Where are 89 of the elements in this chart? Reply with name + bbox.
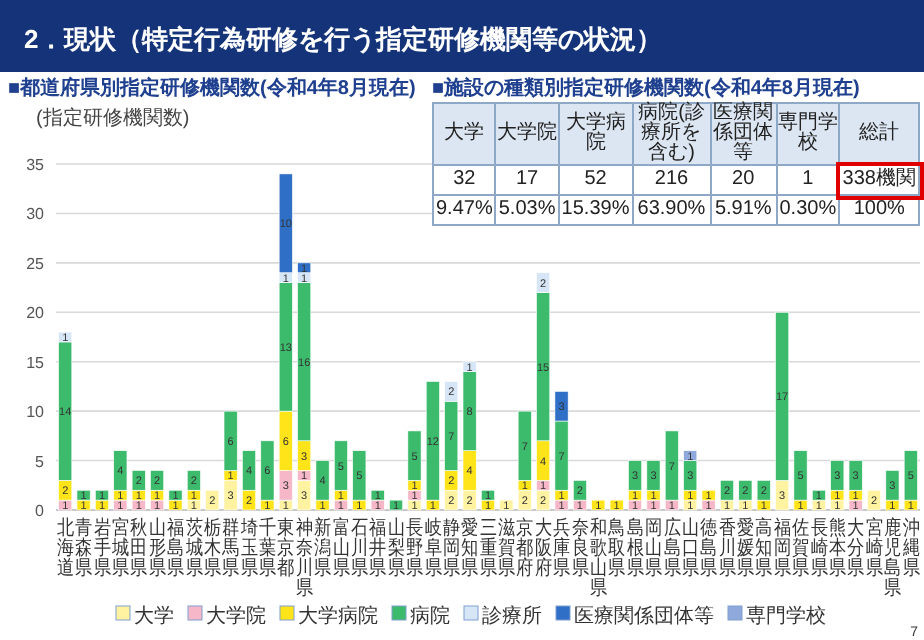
data-label: 5.91%	[710, 195, 777, 225]
x-tick-label: 福島県	[167, 516, 184, 579]
x-tick-label: 京都府	[516, 516, 534, 579]
legend-label: 大学	[134, 604, 174, 628]
text: 2．現状（特定行為研修を行う指定研修機関等の状況）	[24, 24, 663, 54]
category-label: 総計	[839, 103, 919, 165]
data-label: 1	[776, 165, 840, 195]
data-label: 9.47%	[433, 195, 496, 225]
x-tick-label: 岡山県	[645, 516, 662, 579]
category-label: 専門学校	[776, 103, 840, 165]
x-tick-label: 岩手県	[93, 516, 111, 579]
legend-label: 大学院	[206, 604, 266, 628]
x-tick-label: 大分県	[847, 516, 864, 579]
x-tick-label: 岐阜県	[424, 516, 442, 579]
y-tick-label: 15	[26, 353, 46, 372]
x-tick-label: 福岡県	[773, 516, 791, 579]
x-tick-label: 神奈川県	[295, 516, 313, 599]
data-label: 32	[433, 165, 496, 195]
data-label: 63.90%	[632, 195, 711, 225]
x-tick-label: 愛媛県	[737, 516, 754, 579]
bar	[389, 499, 403, 511]
data-label: 52	[558, 165, 633, 195]
x-tick-label: 兵庫県	[553, 516, 570, 579]
x-tick-label: 奈良県	[571, 516, 589, 579]
x-tick-label: 徳島県	[700, 516, 717, 579]
x-tick-label: 宮崎県	[865, 516, 883, 579]
x-tick-label: 青森県	[75, 516, 92, 579]
x-tick-label: 新潟県	[314, 516, 331, 579]
x-tick-label: 山口県	[681, 516, 699, 579]
category-label: 大学病院	[558, 103, 633, 165]
x-tick-label: 香川県	[718, 516, 736, 579]
x-tick-label: 宮城県	[110, 516, 129, 579]
legend-label: 医療関係団体等	[574, 604, 714, 628]
y-tick-label: 20	[26, 304, 46, 323]
data-label: 216	[632, 165, 711, 195]
category-label: 大学	[433, 103, 496, 165]
x-tick-label: 佐賀県	[792, 516, 809, 579]
x-tick-label: 北海道	[56, 516, 74, 579]
chart-title: ■都道府県別指定研修機関数(令和4年8月現在)	[8, 76, 416, 100]
legend-label: 専門学校	[746, 604, 826, 628]
x-tick-label: 鹿児島県	[884, 516, 901, 599]
y-axis-title: (指定研修機関数)	[36, 106, 190, 130]
x-tick-label: 千葉県	[259, 516, 276, 579]
legend-label: 病院	[410, 604, 450, 628]
x-tick-label: 鳥取県	[606, 516, 625, 579]
x-tick-label: 静岡県	[442, 516, 460, 579]
x-tick-label: 三重県	[479, 516, 497, 579]
category-label: 病院(診療所を含む)	[632, 102, 711, 165]
y-tick-label: 10	[26, 403, 46, 422]
x-tick-label: 茨城県	[183, 516, 203, 579]
x-tick-label: 島根県	[626, 516, 644, 579]
data-label: 15.39%	[558, 195, 633, 225]
x-tick-label: 秋田県	[130, 516, 148, 579]
x-tick-label: 埼玉県	[238, 516, 258, 579]
x-tick-label: 富山県	[332, 516, 350, 579]
y-tick-label: 0	[35, 502, 46, 520]
x-tick-label: 福井県	[369, 516, 386, 579]
x-tick-label: 滋賀県	[498, 516, 515, 579]
category-label: 医療関係団体等	[710, 102, 777, 165]
x-tick-label: 大阪府	[534, 516, 552, 579]
x-tick-label: 熊本県	[828, 516, 846, 579]
legend-label: 大学病院	[298, 604, 378, 628]
x-tick-label: 栃木県	[203, 516, 221, 579]
data-label: 17	[495, 165, 559, 195]
x-tick-label: 山梨県	[387, 516, 405, 579]
legend-label: 診療所	[482, 604, 542, 628]
x-tick-label: 石川県	[351, 516, 368, 579]
y-tick-label: 5	[35, 452, 46, 471]
x-tick-label: 愛知県	[461, 516, 478, 579]
data-label: 20	[710, 165, 777, 195]
data-label: 0.30%	[776, 195, 840, 225]
x-tick-label: 長野県	[406, 516, 423, 579]
x-tick-label: 長崎県	[810, 516, 828, 579]
x-tick-label: 群馬県	[220, 516, 239, 579]
x-tick-label: 沖縄県	[900, 516, 920, 579]
data-label: 5.03%	[495, 195, 559, 225]
data-label: 338機関	[839, 165, 919, 195]
y-tick-label: 30	[26, 205, 46, 224]
x-tick-label: 東京都	[277, 516, 295, 579]
data-label: 100%	[839, 195, 919, 225]
x-tick-label: 広島県	[663, 516, 681, 579]
x-tick-label: 山形県	[148, 516, 166, 579]
x-tick-label: 和歌山県	[590, 516, 607, 599]
x-tick-label: 高知県	[755, 516, 773, 579]
category-label: 大学院	[495, 103, 559, 165]
y-tick-label: 35	[26, 156, 46, 174]
y-tick-label: 25	[26, 254, 46, 273]
bar	[867, 489, 881, 511]
text: ■施設の種類別指定研修機関数(令和4年8月現在)	[432, 76, 860, 100]
